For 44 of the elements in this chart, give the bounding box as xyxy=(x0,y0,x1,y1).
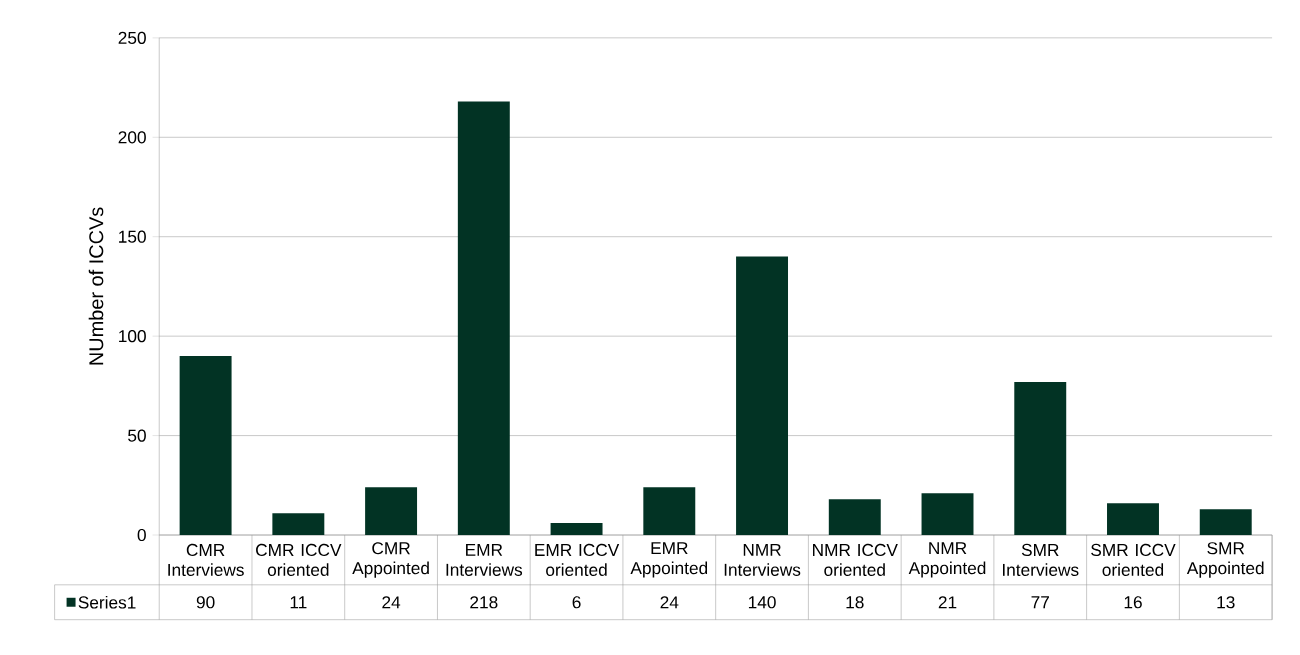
data-label: 13 xyxy=(1217,596,1235,609)
y-tick-label: 250 xyxy=(118,31,146,45)
data-label: 77 xyxy=(1031,596,1049,609)
x-tick-label: CMR ICCV oriented xyxy=(256,544,342,577)
x-tick-label: EMR Interviews xyxy=(446,544,523,577)
y-tick-label: 150 xyxy=(119,230,146,244)
x-tick-label: EMR ICCV oriented xyxy=(535,544,620,577)
bar xyxy=(1107,503,1159,536)
data-label: 24 xyxy=(660,596,679,609)
x-tick-label: EMR Appointed xyxy=(630,542,708,578)
data-label: 21 xyxy=(938,596,957,609)
x-tick-label: NMR ICCV oriented xyxy=(813,544,898,577)
bar xyxy=(736,256,789,536)
y-tick-label: 0 xyxy=(137,529,146,542)
x-tick-label: CMR Appointed xyxy=(352,542,429,578)
bar xyxy=(1199,509,1252,536)
data-label: 18 xyxy=(846,596,864,609)
bar xyxy=(179,356,232,536)
bar xyxy=(272,513,325,536)
data-label: 140 xyxy=(748,596,776,609)
data-label: 11 xyxy=(290,596,307,609)
x-tick-label: SMR Appointed xyxy=(1186,542,1264,578)
data-label: 90 xyxy=(196,596,215,609)
x-tick-label: NMR Appointed xyxy=(908,542,986,578)
data-label: 6 xyxy=(572,596,581,609)
y-axis-title: NUmber of ICCVs xyxy=(88,207,104,365)
x-tick-label: SMR Interviews xyxy=(1002,544,1079,577)
x-tick-label: CMR Interviews xyxy=(168,544,244,577)
bar xyxy=(457,101,510,536)
y-tick-label: 200 xyxy=(118,131,146,144)
legend-label: Series1 xyxy=(78,596,136,609)
x-tick-label: SMR ICCV oriented xyxy=(1091,544,1176,577)
bar xyxy=(1014,382,1067,536)
bar xyxy=(828,499,881,536)
data-label: 16 xyxy=(1124,596,1142,609)
bar xyxy=(550,523,603,536)
y-tick-label: 100 xyxy=(119,330,146,343)
bar xyxy=(365,487,418,536)
data-label: 218 xyxy=(470,596,498,609)
bar xyxy=(643,487,696,536)
data-label: 24 xyxy=(382,596,401,609)
y-tick-label: 50 xyxy=(128,429,146,442)
x-tick-label: NMR Interviews xyxy=(724,544,801,577)
bar xyxy=(921,493,974,536)
